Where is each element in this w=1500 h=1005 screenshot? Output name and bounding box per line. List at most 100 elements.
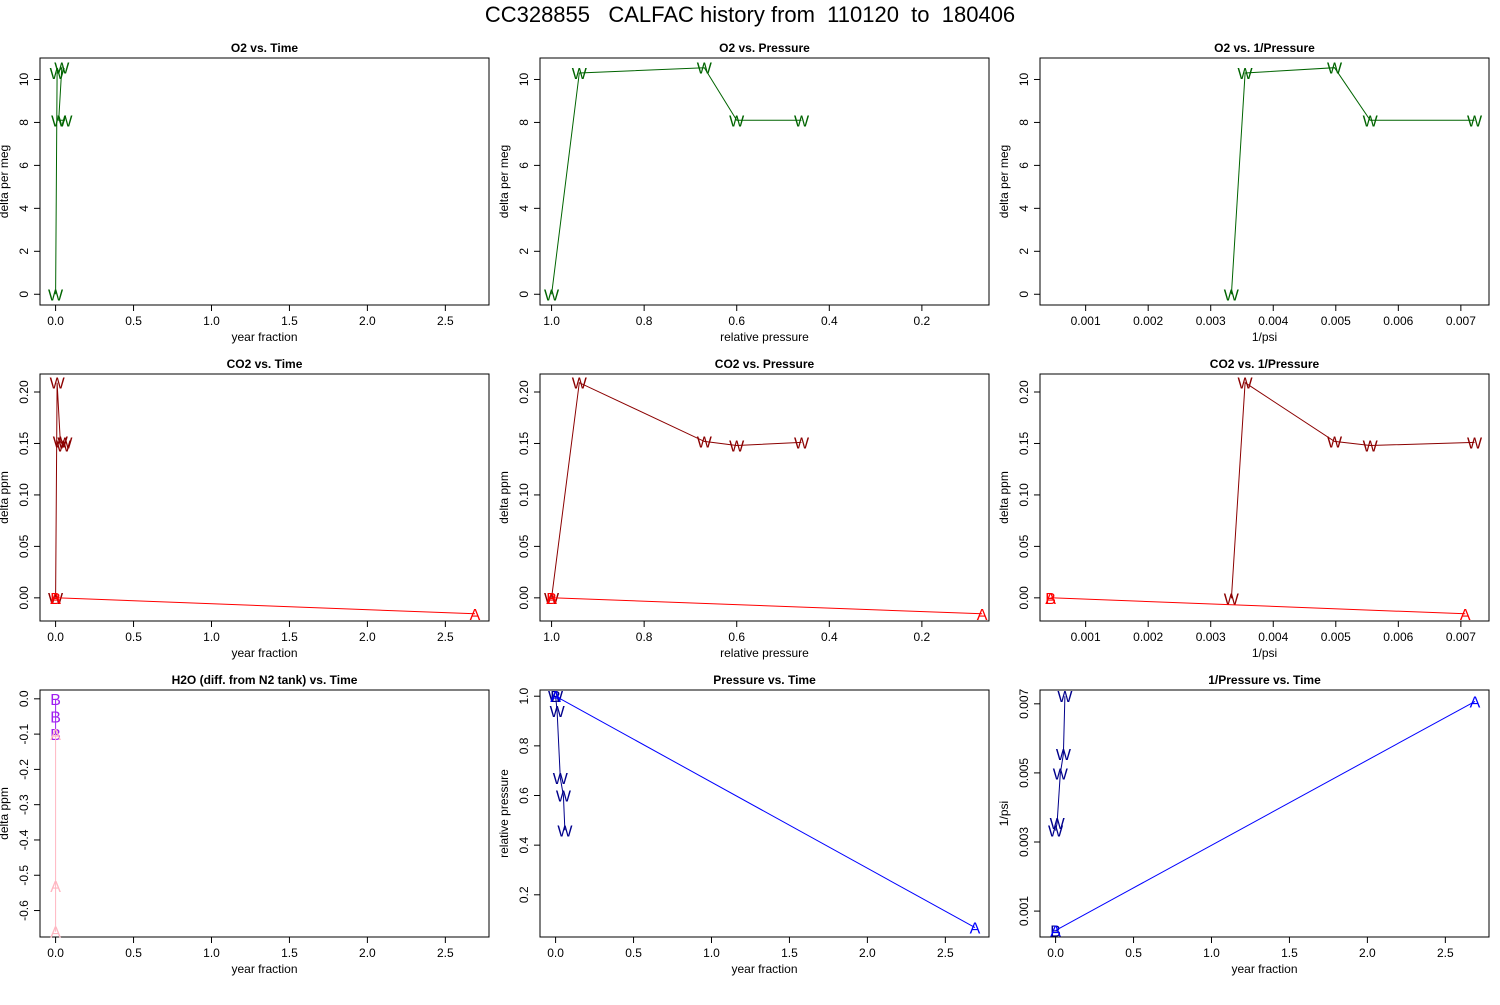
y-tick-label: 0.4: [517, 836, 531, 853]
x-tick-label: 1.5: [281, 314, 298, 328]
x-tick-label: 0.006: [1383, 314, 1413, 328]
x-tick-label: 0.007: [1446, 314, 1476, 328]
series-line: [1050, 597, 1466, 615]
data-point-A: A: [977, 607, 988, 624]
x-tick-label: 1.5: [781, 946, 798, 960]
data-point-W: W: [544, 591, 560, 608]
y-tick-label: 10: [17, 72, 31, 86]
data-point-A: A: [1470, 694, 1481, 711]
data-point-W: W: [1053, 767, 1069, 784]
y-axis-label: relative pressure: [497, 769, 511, 858]
data-point-W: W: [53, 434, 69, 451]
panel-co2-pressure: CO2 vs. Pressure 1.0 0.8 0.6 0.4 0.2 0.00 0.05 0…: [497, 357, 990, 660]
y-axis-label: delta per meg: [0, 145, 11, 218]
y-tick-label: 0.8: [517, 737, 531, 754]
y-tick-label: 0.15: [1017, 431, 1031, 455]
data-point-A: A: [50, 925, 61, 942]
series-line: [1055, 700, 1476, 931]
data-point-W: W: [57, 113, 73, 130]
y-axis-label: delta ppm: [497, 471, 511, 524]
y-tick-label: -0.1: [17, 723, 31, 744]
data-point-W: W: [697, 434, 713, 451]
data-point-B: B: [50, 709, 61, 726]
y-tick-label: 0: [517, 291, 531, 298]
data-point-W: W: [56, 439, 72, 456]
x-tick-label: 0.8: [636, 630, 653, 644]
panel-title: CO2 vs. Time: [227, 357, 303, 371]
panel-o2-inv-pressure: O2 vs. 1/Pressure 0.001 0.002 0.003 0.004 0.0…: [997, 41, 1490, 344]
data-point-A: A: [470, 607, 481, 624]
data-point-W: W: [1363, 439, 1379, 456]
x-tick-label: 0.0: [547, 946, 564, 960]
x-tick-label: 1.0: [1203, 946, 1220, 960]
data-point-A: A: [50, 591, 61, 608]
series-line: [55, 382, 66, 598]
data-point-W: W: [697, 61, 713, 78]
panel-co2-inv-pressure: CO2 vs. 1/Pressure 0.001 0.002 0.003 0.004 0.…: [997, 357, 1490, 660]
x-tick-label: 0.002: [1133, 314, 1163, 328]
x-tick-label: 1.5: [281, 630, 298, 644]
x-axis-label: 1/psi: [1252, 330, 1277, 344]
y-axis-label: delta ppm: [0, 787, 11, 840]
x-tick-label: 0.5: [125, 630, 142, 644]
x-tick-label: 2.0: [859, 946, 876, 960]
data-point-W: W: [51, 113, 67, 130]
data-point-W: W: [1238, 66, 1254, 83]
y-tick-label: 0.15: [17, 431, 31, 455]
y-tick-label: 0.001: [1017, 896, 1031, 926]
y-tick-label: 10: [517, 72, 531, 86]
x-tick-label: 0.001: [1071, 314, 1101, 328]
data-point-W: W: [729, 439, 745, 456]
x-axis-label: year fraction: [231, 330, 297, 344]
y-tick-label: 2: [17, 248, 31, 255]
data-point-A: A: [546, 591, 557, 608]
series-line: [555, 696, 566, 831]
data-point-W: W: [1050, 816, 1066, 833]
panel-title: CO2 vs. 1/Pressure: [1210, 357, 1320, 371]
data-point-W: W: [544, 287, 560, 304]
panel-h2o-time: H2O (diff. from N2 tank) vs. Time 0.0 0.5 1…: [0, 673, 490, 976]
x-tick-label: 0.005: [1321, 314, 1351, 328]
y-tick-label: 1.0: [517, 688, 531, 705]
y-tick-label: 0.10: [17, 483, 31, 507]
y-axis-label: delta per meg: [997, 145, 1011, 218]
data-point-W: W: [794, 435, 810, 452]
data-point-W: W: [572, 66, 588, 83]
y-tick-label: 10: [1017, 72, 1031, 86]
y-tick-label: -0.2: [17, 759, 31, 780]
data-point-W: W: [1467, 435, 1483, 452]
data-point-B: B: [50, 692, 61, 709]
y-axis-label: delta per meg: [497, 145, 511, 218]
x-tick-label: 0.0: [47, 314, 64, 328]
x-tick-label: 2.5: [1437, 946, 1454, 960]
data-point-W: W: [556, 789, 572, 806]
y-tick-label: 0.05: [517, 534, 531, 558]
y-tick-label: 0.007: [1017, 688, 1031, 718]
x-tick-label: 0.006: [1383, 630, 1413, 644]
data-point-W: W: [729, 113, 745, 130]
page-title: CC328855 CALFAC history from 110120 to 1…: [484, 2, 1016, 27]
x-tick-label: 0.4: [821, 630, 838, 644]
panel-inv-pressure-time: 1/Pressure vs. Time 0.0 0.5 1.0 1.5 2.0 2.5 0.0…: [997, 673, 1490, 976]
y-tick-label: 0.003: [1017, 827, 1031, 857]
plot-frame: [1039, 57, 1490, 306]
y-tick-label: 0.10: [517, 483, 531, 507]
data-point-W: W: [550, 704, 566, 721]
x-tick-label: 2.5: [437, 946, 454, 960]
panel-title: 1/Pressure vs. Time: [1208, 673, 1321, 687]
series-line: [551, 597, 983, 615]
data-point-W: W: [50, 376, 66, 393]
panel-title: O2 vs. 1/Pressure: [1214, 41, 1315, 55]
x-tick-label: 1.0: [203, 314, 220, 328]
x-tick-label: 1.5: [281, 946, 298, 960]
data-point-A: A: [970, 921, 981, 938]
series-line: [55, 66, 65, 295]
y-tick-label: 0.20: [1017, 380, 1031, 404]
y-tick-label: 0.0: [17, 690, 31, 707]
y-tick-label: 6: [1017, 162, 1031, 169]
y-tick-label: 0.05: [1017, 534, 1031, 558]
plot-frame: [39, 373, 490, 622]
y-tick-label: 0.15: [517, 431, 531, 455]
y-tick-label: -0.5: [17, 865, 31, 886]
